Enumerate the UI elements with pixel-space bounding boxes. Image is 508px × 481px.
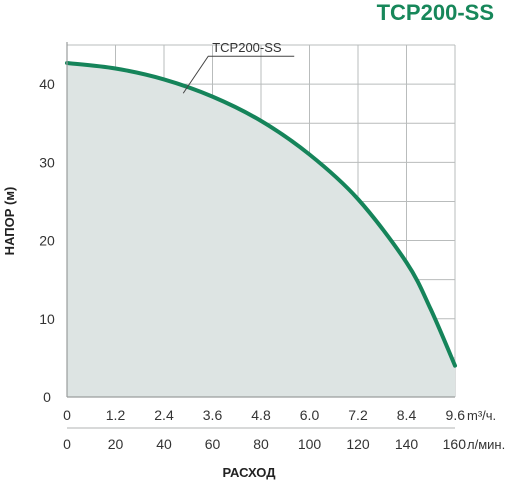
- x-secondary-tick-label: 40: [156, 436, 172, 452]
- tick-labels: 0 10 20 30 40 0 1.2 2.4 3.6 4.8 6.0 7.2 8.4 9.6 0 20 40 6…: [39, 76, 466, 452]
- y-axis-title: НАПОР (м): [2, 187, 17, 256]
- x-primary-tick-label: 9.6: [446, 407, 466, 423]
- x-secondary-tick-label: 160: [443, 436, 467, 452]
- x-secondary-tick-label: 20: [108, 436, 124, 452]
- y-tick-label: 20: [39, 233, 55, 249]
- x-secondary-tick-label: 0: [63, 436, 71, 452]
- series-curve-line: [65, 61, 457, 368]
- y-tick-label: 40: [39, 76, 55, 92]
- x-primary-tick-label: 4.8: [251, 407, 271, 423]
- y-tick-label: 30: [39, 154, 55, 170]
- x-primary-tick-label: 8.4: [397, 407, 417, 423]
- axes: [66, 42, 455, 429]
- x-secondary-tick-label: 140: [395, 436, 419, 452]
- x-primary-tick-label: 3.6: [203, 407, 223, 423]
- series-callout-label: TCP200-SS: [212, 40, 282, 55]
- x-secondary-tick-label: 100: [298, 436, 322, 452]
- series-callout-leader: [182, 55, 295, 94]
- x-secondary-unit-label: л/мин.: [467, 437, 505, 452]
- x-primary-tick-label: 6.0: [300, 407, 320, 423]
- x-secondary-tick-label: 120: [346, 436, 370, 452]
- chart-title: TCP200-SS: [377, 0, 494, 25]
- x-primary-tick-label: 2.4: [154, 407, 174, 423]
- x-secondary-tick-label: 60: [205, 436, 221, 452]
- x-primary-unit-label: m³/ч.: [467, 408, 496, 423]
- y-tick-label: 10: [39, 311, 55, 327]
- x-primary-tick-label: 1.2: [106, 407, 126, 423]
- x-primary-tick-label: 7.2: [348, 407, 368, 423]
- x-axis-title: РАСХОД: [222, 465, 276, 480]
- series-area-fill: [67, 63, 455, 397]
- y-tick-label: 0: [43, 389, 51, 405]
- x-secondary-tick-label: 80: [253, 436, 269, 452]
- x-primary-tick-label: 0: [63, 407, 71, 423]
